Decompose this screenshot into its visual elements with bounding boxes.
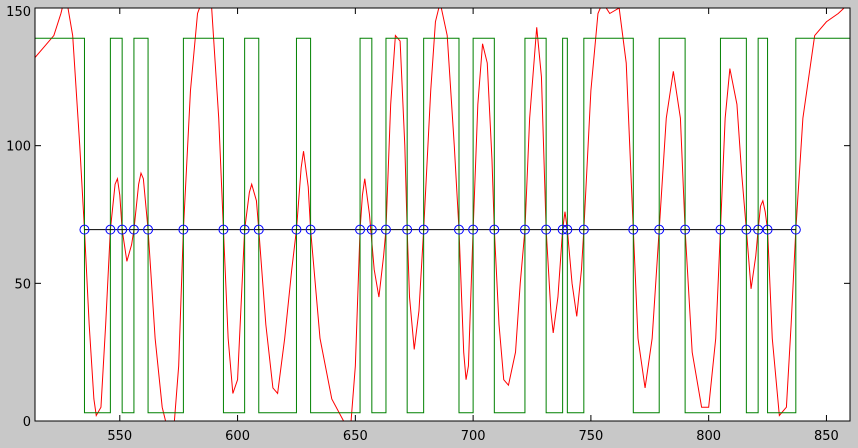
y-tick-label: 150 [6,5,31,20]
y-tick-label: 0 [23,415,31,430]
marker [578,224,589,235]
marker [128,224,139,235]
marker [178,224,189,235]
marker [562,224,573,235]
marker [453,224,464,235]
marker [680,224,691,235]
marker [741,224,752,235]
marker [418,224,429,235]
marker [715,224,726,235]
y-tick-label: 100 [6,140,31,155]
marker [489,224,500,235]
marker [402,224,413,235]
marker [105,224,116,235]
plot-layer [35,8,850,421]
x-tick-label: 850 [814,429,839,444]
marker [541,224,552,235]
marker [519,224,530,235]
marker [654,224,665,235]
x-tick-label: 650 [343,429,368,444]
marker [291,224,302,235]
marker [762,224,773,235]
series-line [35,37,850,414]
marker [117,224,128,235]
marker [253,224,264,235]
marker [143,224,154,235]
marker [366,224,377,235]
marker [79,224,90,235]
x-tick-label: 750 [578,429,603,444]
x-tick-label: 800 [696,429,721,444]
marker [239,224,250,235]
marker [218,224,229,235]
marker [790,224,801,235]
marker [355,224,366,235]
marker [468,224,479,235]
x-tick-label: 700 [461,429,486,444]
series-line [35,8,845,421]
x-tick-label: 600 [225,429,250,444]
marker [557,224,568,235]
marker [628,224,639,235]
marker [380,224,391,235]
y-tick-label: 50 [14,277,31,292]
marker [305,224,316,235]
axes-box [34,7,851,422]
x-tick-label: 550 [107,429,132,444]
